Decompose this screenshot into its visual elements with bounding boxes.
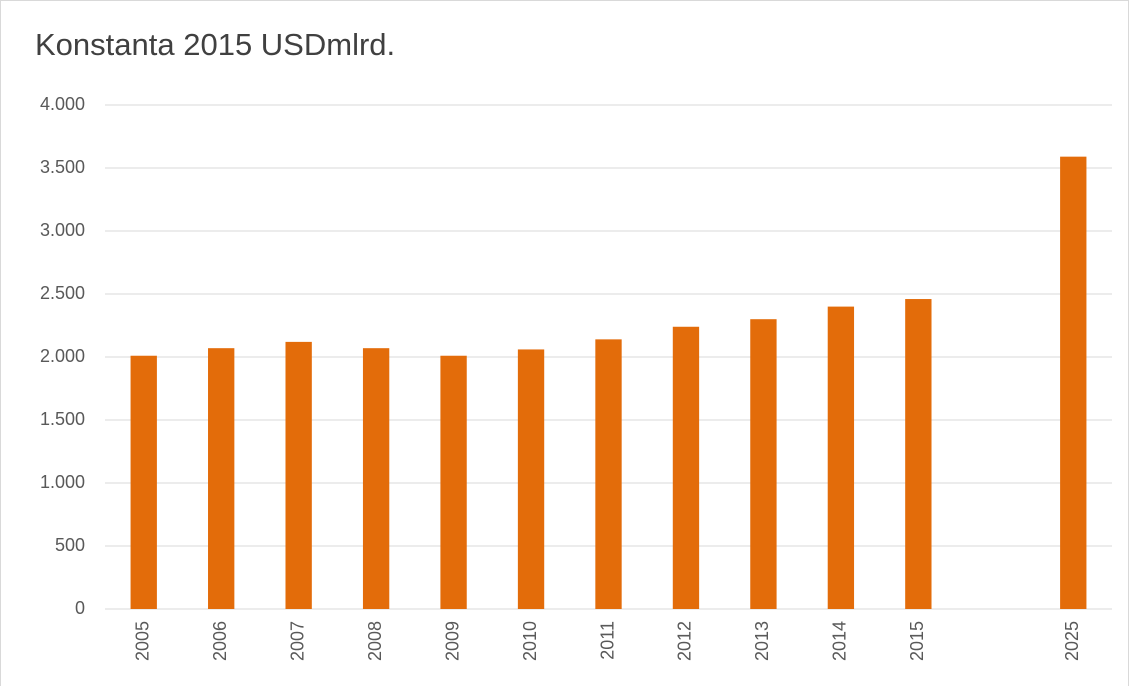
x-tick-label: 2009 [442,621,462,661]
bar [285,341,312,609]
bar [208,348,235,609]
y-tick-label: 3.000 [40,220,85,240]
bar [595,339,622,609]
x-tick-label: 2005 [132,621,152,661]
bar [827,306,855,609]
x-tick-label: 2014 [830,621,850,661]
y-tick-label: 0 [75,598,85,618]
y-tick-label: 1.000 [40,472,85,492]
x-tick-label: 2007 [287,621,307,661]
x-tick-label: 2025 [1062,621,1082,661]
bar [517,349,545,609]
y-tick-label: 2.000 [40,346,85,366]
y-tick-label: 4.000 [40,94,85,114]
bar [672,326,700,609]
y-tick-label: 2.500 [40,283,85,303]
bar [905,299,932,609]
x-tick-label: 2011 [597,621,617,660]
x-tick-label: 2010 [520,621,540,661]
y-tick-label: 3.500 [40,157,85,177]
y-tick-label: 500 [55,535,85,555]
x-tick-label: 2013 [752,621,772,661]
x-tick-label: 2012 [675,621,695,661]
bar [362,348,390,609]
bar [750,319,777,609]
bar [130,355,157,609]
bar [1060,156,1087,609]
x-tick-label: 2015 [907,621,927,661]
x-tick-label: 2006 [210,621,230,661]
bar [440,355,467,609]
y-tick-label: 1.500 [40,409,85,429]
x-tick-label: 2008 [365,621,385,661]
chart-title: Konstanta 2015 USDmlrd. [35,27,395,62]
